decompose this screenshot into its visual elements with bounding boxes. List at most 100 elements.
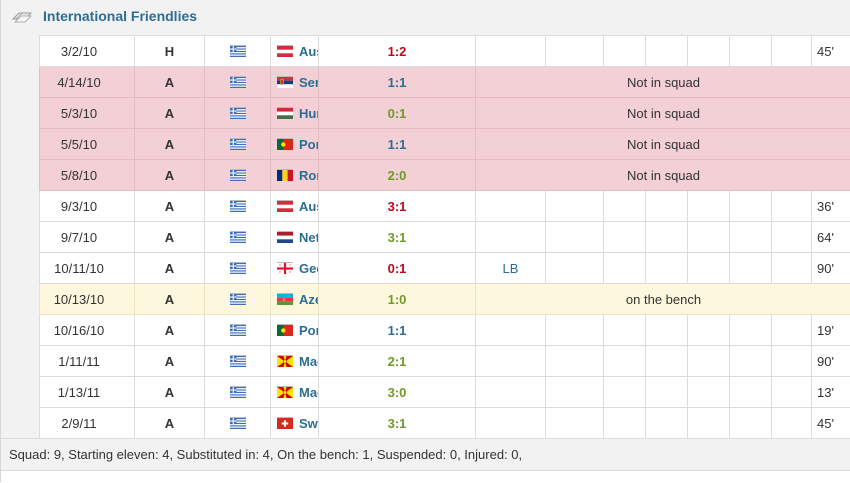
match-result[interactable]: 0:1 (319, 98, 476, 129)
opponent-cell: Hungary U19 (271, 98, 319, 129)
stat-cell (604, 346, 646, 377)
opponent-link[interactable]: Hungary U19 (299, 106, 319, 121)
opponent-cell: Austria U19 (271, 36, 319, 67)
match-result[interactable]: 1:1 (319, 315, 476, 346)
match-result[interactable]: 1:1 (319, 67, 476, 98)
opponent-link[interactable]: Netherlands U19 (299, 230, 319, 245)
opponent-cell: Netherlands U19 (271, 222, 319, 253)
match-date[interactable]: 9/7/10 (40, 222, 135, 253)
match-date[interactable]: 10/16/10 (40, 315, 135, 346)
stat-cell (646, 315, 688, 346)
own-team-flag-cell[interactable] (205, 315, 271, 346)
stat-cell (772, 377, 812, 408)
match-venue: A (135, 284, 205, 315)
opponent-cell: Austria U19 (271, 191, 319, 222)
matches-table: 3/2/10HAustria U191:245'4/14/10ASerbia U… (39, 35, 850, 439)
match-date[interactable]: 3/2/10 (40, 36, 135, 67)
competition-title[interactable]: International Friendlies (43, 8, 197, 24)
match-date[interactable]: 5/8/10 (40, 160, 135, 191)
stat-cell (546, 36, 604, 67)
match-result[interactable]: 3:1 (319, 191, 476, 222)
stat-cell (772, 253, 812, 284)
match-row: 10/16/10APortugal U191:119' (40, 315, 850, 346)
match-result[interactable]: 2:0 (319, 160, 476, 191)
greece-flag-icon[interactable] (230, 138, 246, 149)
match-result[interactable]: 1:1 (319, 129, 476, 160)
appearance-note: Not in squad (476, 129, 850, 160)
opponent-link[interactable]: Georgia U19 (299, 261, 319, 276)
opponent-cell: Macedonia U19 (271, 346, 319, 377)
opponent-link[interactable]: Austria U19 (299, 44, 319, 59)
greece-flag-icon[interactable] (230, 45, 246, 56)
opponent-cell: Portugal U19 (271, 315, 319, 346)
opponent-link[interactable]: Portugal U19 (299, 137, 319, 152)
match-date[interactable]: 1/11/11 (40, 346, 135, 377)
match-venue: A (135, 98, 205, 129)
stat-cell (730, 408, 772, 439)
hungary-flag-icon (277, 107, 293, 118)
match-row: 1/13/11AMacedonia U193:013' (40, 377, 850, 408)
greece-flag-icon[interactable] (230, 231, 246, 242)
own-team-flag-cell[interactable] (205, 160, 271, 191)
greece-flag-icon[interactable] (230, 200, 246, 211)
greece-flag-icon[interactable] (230, 293, 246, 304)
own-team-flag-cell[interactable] (205, 284, 271, 315)
greece-flag-icon[interactable] (230, 107, 246, 118)
match-date[interactable]: 1/13/11 (40, 377, 135, 408)
greece-flag-icon[interactable] (230, 386, 246, 397)
stat-cell (646, 377, 688, 408)
panel-bottom (1, 470, 850, 483)
opponent-link[interactable]: Macedonia U19 (299, 354, 319, 369)
match-date[interactable]: 10/13/10 (40, 284, 135, 315)
opponent-link[interactable]: Azerbaijan U19 (299, 292, 319, 307)
own-team-flag-cell[interactable] (205, 377, 271, 408)
match-result[interactable]: 1:0 (319, 284, 476, 315)
own-team-flag-cell[interactable] (205, 129, 271, 160)
stat-cell (730, 315, 772, 346)
greece-flag-icon[interactable] (230, 262, 246, 273)
stat-cell (688, 36, 730, 67)
greece-flag-icon[interactable] (230, 355, 246, 366)
match-result[interactable]: 3:1 (319, 408, 476, 439)
greece-flag-icon[interactable] (230, 324, 246, 335)
match-date[interactable]: 10/11/10 (40, 253, 135, 284)
own-team-flag-cell[interactable] (205, 222, 271, 253)
own-team-flag-cell[interactable] (205, 191, 271, 222)
opponent-link[interactable]: Austria U19 (299, 199, 319, 214)
opponent-link[interactable]: Switzerland U19 (299, 416, 319, 431)
opponent-link[interactable]: Romania U19 (299, 168, 319, 183)
match-date[interactable]: 4/14/10 (40, 67, 135, 98)
match-result[interactable]: 3:1 (319, 222, 476, 253)
own-team-flag-cell[interactable] (205, 346, 271, 377)
own-team-flag-cell[interactable] (205, 98, 271, 129)
match-row: 1/11/11AMacedonia U192:190' (40, 346, 850, 377)
stat-cell (688, 408, 730, 439)
match-result[interactable]: 1:2 (319, 36, 476, 67)
own-team-flag-cell[interactable] (205, 36, 271, 67)
greece-flag-icon[interactable] (230, 169, 246, 180)
match-result[interactable]: 2:1 (319, 346, 476, 377)
portugal-flag-icon (277, 324, 293, 335)
greece-flag-icon[interactable] (230, 76, 246, 87)
own-team-flag-cell[interactable] (205, 67, 271, 98)
match-date[interactable]: 9/3/10 (40, 191, 135, 222)
stat-cell (772, 222, 812, 253)
match-date[interactable]: 2/9/11 (40, 408, 135, 439)
match-date[interactable]: 5/3/10 (40, 98, 135, 129)
match-date[interactable]: 5/5/10 (40, 129, 135, 160)
own-team-flag-cell[interactable] (205, 408, 271, 439)
match-result[interactable]: 3:0 (319, 377, 476, 408)
position-cell (476, 36, 546, 67)
opponent-link[interactable]: Portugal U19 (299, 323, 319, 338)
match-result[interactable]: 0:1 (319, 253, 476, 284)
opponent-cell: Serbia U19 (271, 67, 319, 98)
opponent-link[interactable]: Serbia U19 (299, 75, 319, 90)
own-team-flag-cell[interactable] (205, 253, 271, 284)
greece-flag-icon[interactable] (230, 417, 246, 428)
opponent-link[interactable]: Macedonia U19 (299, 385, 319, 400)
stat-cell (646, 191, 688, 222)
stat-cell (730, 222, 772, 253)
